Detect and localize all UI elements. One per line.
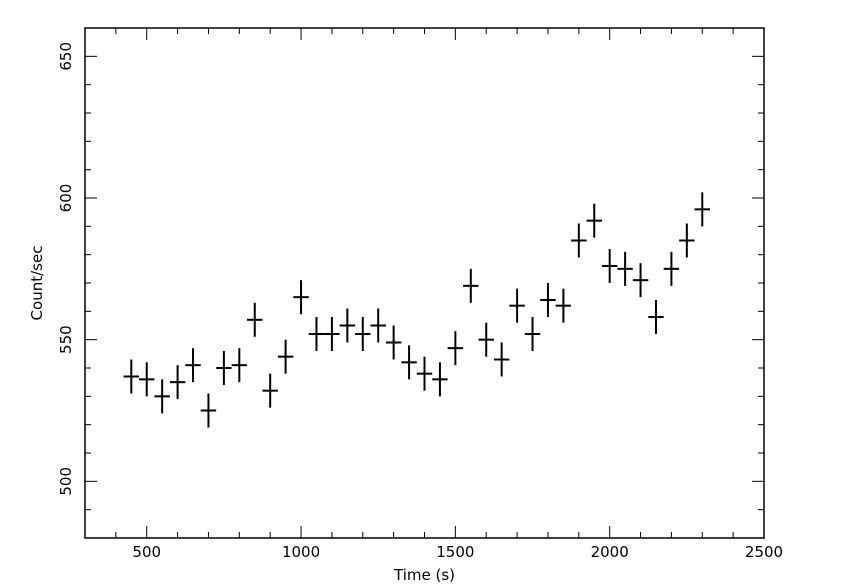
data-point <box>247 302 263 337</box>
data-point <box>416 356 433 391</box>
x-tick-label: 2000 <box>591 543 629 561</box>
data-point <box>524 317 541 351</box>
data-point <box>432 362 448 397</box>
data-point <box>648 300 664 334</box>
data-point <box>308 317 325 351</box>
data-point <box>601 249 618 283</box>
x-tick-label: 2500 <box>745 543 783 561</box>
data-point <box>262 373 278 408</box>
y-axis-label: Count/sec <box>28 246 46 321</box>
data-point <box>478 322 494 357</box>
data-point <box>540 283 556 317</box>
data-point <box>617 251 633 286</box>
data-point <box>370 308 386 343</box>
y-tick-label: 650 <box>57 42 75 71</box>
data-point <box>169 365 186 400</box>
x-axis-label: Time (s) <box>393 566 455 584</box>
data-point <box>447 331 464 366</box>
x-tick-label: 500 <box>132 543 161 561</box>
data-point <box>154 379 170 414</box>
data-point <box>185 348 201 383</box>
data-point <box>679 223 695 258</box>
data-point <box>401 345 417 380</box>
x-tick-label: 1000 <box>282 543 320 561</box>
data-points <box>123 192 710 428</box>
data-point <box>231 348 248 383</box>
plot-frame <box>84 27 765 539</box>
data-point <box>200 393 217 428</box>
y-tick-label: 500 <box>57 467 75 496</box>
x-tick-label: 1500 <box>436 543 474 561</box>
data-point <box>694 192 710 227</box>
data-point <box>216 351 232 385</box>
data-point <box>293 280 309 315</box>
data-point <box>632 263 649 298</box>
data-point <box>139 362 155 397</box>
data-point <box>339 308 356 343</box>
data-point <box>509 288 525 323</box>
data-point <box>463 268 479 303</box>
data-point <box>324 317 340 351</box>
data-point <box>355 317 371 351</box>
data-point <box>493 342 510 377</box>
y-tick-labels: 500 550 600 650 <box>57 42 75 496</box>
data-point <box>385 325 402 360</box>
data-point <box>123 359 140 394</box>
y-tick-label: 600 <box>57 184 75 213</box>
data-point <box>555 288 572 323</box>
data-point <box>663 251 680 286</box>
y-tick-label: 550 <box>57 325 75 354</box>
x-tick-labels: 500 1000 1500 2000 2500 <box>132 543 783 561</box>
data-point <box>277 339 294 374</box>
data-point <box>586 203 602 238</box>
data-point <box>571 223 587 258</box>
